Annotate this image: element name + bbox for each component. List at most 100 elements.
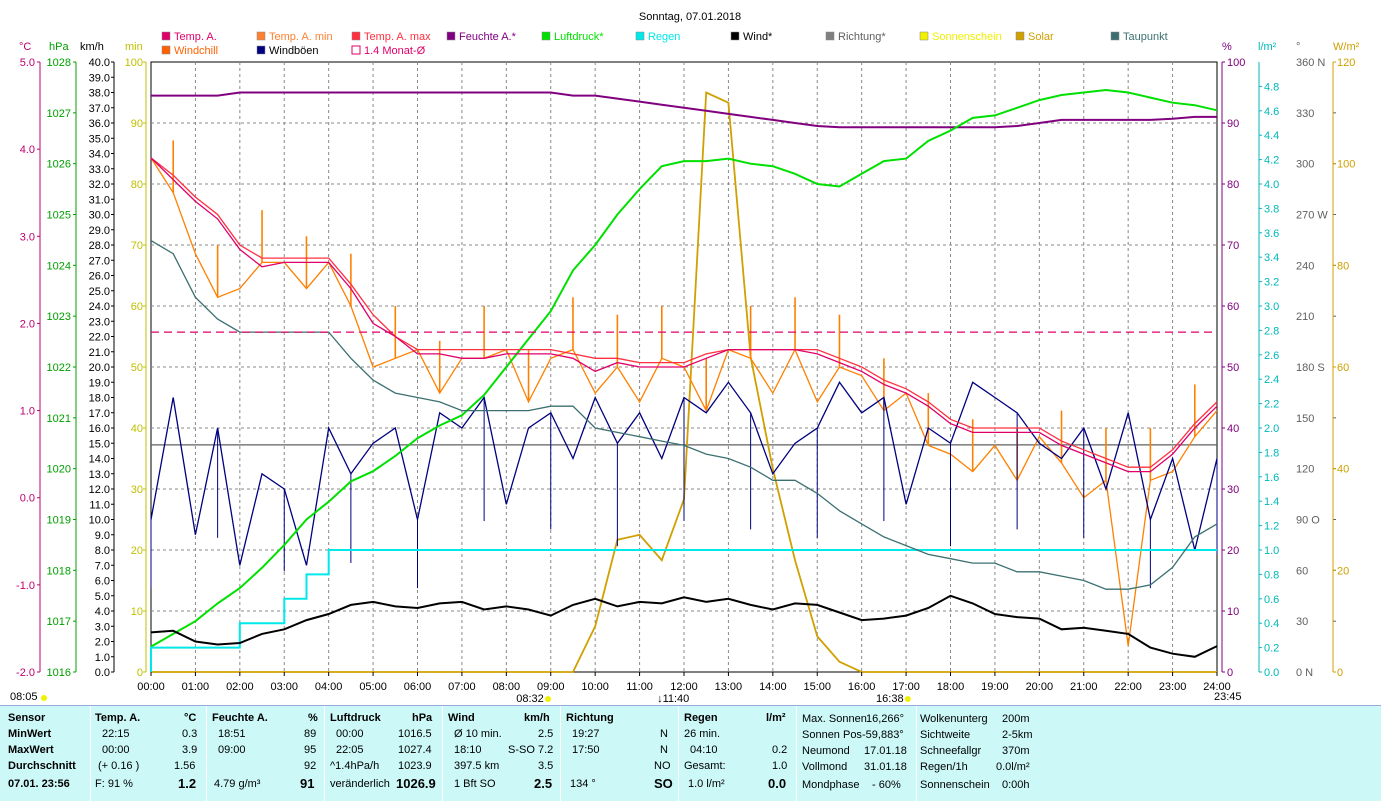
rain-axis-tick-label: 4.4 (1264, 130, 1279, 142)
wind-axis-tick-label: 22.0 (89, 332, 110, 344)
wind-axis-tick-label: 28.0 (89, 240, 110, 252)
rain-section: Regen l/m² 26 min. 04:10 0.2 Gesamt: 1.0… (678, 706, 797, 801)
temp-max-time: 00:00 (102, 744, 130, 756)
left-time: 08:05 (10, 691, 38, 703)
x-tick-label: 01:00 (182, 681, 210, 693)
sun-moon-section: Max. Sonnen 16,266° Sonnen Pos -59,883° … (796, 706, 917, 801)
minutes-axis-tick-label: 50 (131, 362, 143, 374)
sun-pos-value: -59,883° (862, 729, 904, 741)
solar-axis-tick-label: 40 (1337, 464, 1349, 476)
minutes-axis-tick-label: 90 (131, 118, 143, 130)
humidity-absolute: 4.79 g/m³ (214, 778, 261, 790)
wind-axis-tick-label: 23.0 (89, 316, 110, 328)
legend-label: Temp. A. min (269, 31, 333, 43)
minutes-axis-tick-label: 10 (131, 606, 143, 618)
x-tick-label: 15:00 (803, 681, 831, 693)
rain-hour-value: 0.0l/m² (996, 761, 1030, 773)
humidity-axis-tick-label: 10 (1227, 606, 1239, 618)
rain-axis-tick-label: 2.4 (1264, 374, 1279, 386)
wind-axis-tick-label: 25.0 (89, 286, 110, 298)
stats-panel: Sensor MinWert MaxWert Durchschnitt 07.0… (0, 705, 1381, 801)
wind-axis-tick-label: 13.0 (89, 469, 110, 481)
legend-swatch (1110, 31, 1120, 41)
x-tick-label: 20:00 (1026, 681, 1054, 693)
pressure-min-time: 00:00 (336, 728, 364, 740)
humidity-unit: % (308, 712, 318, 724)
x-tick-label: 24:00 (1203, 681, 1231, 693)
temp-axis-tick-label: 2.0 (20, 318, 35, 330)
row-label-current: 07.01. 23:56 (8, 778, 70, 790)
wind-axis-tick-label: 8.0 (95, 545, 110, 557)
direction-min-value: N (660, 728, 668, 740)
solar-axis-tick-label: 120 (1337, 57, 1355, 69)
visibility-label: Sichtweite (920, 729, 971, 741)
x-tick-label: 09:00 (537, 681, 565, 693)
temp-avg-value: 1.56 (174, 760, 196, 772)
direction-axis-tick-label: 300 (1296, 159, 1314, 171)
wind-axis-tick-label: 39.0 (89, 72, 110, 84)
sunset-time: 16:38 (876, 693, 904, 705)
legend-swatch (161, 45, 171, 55)
wind-axis-tick-label: 7.0 (95, 560, 110, 572)
direction-degrees: 134 ° (570, 778, 596, 790)
wind-axis-tick-label: 21.0 (89, 347, 110, 359)
wind-axis-tick-label: 0.0 (95, 667, 110, 679)
rain-axis-tick-label: 0.2 (1264, 643, 1279, 655)
legend: Temp. A. Temp. A. min Temp. A. max Feuchte … (161, 31, 1168, 57)
pressure-max-time: 22:05 (336, 744, 364, 756)
pressure-tendency: veränderlich (330, 778, 390, 790)
sunrise-marker (545, 696, 552, 702)
pressure-avg-value: 1023.9 (398, 760, 432, 772)
new-moon-value: 17.01.18 (864, 745, 907, 757)
wind-axis-tick-label: 17.0 (89, 408, 110, 420)
unit-humidity: % (1222, 41, 1232, 53)
legend-swatch (635, 31, 645, 41)
humidity-axis-tick-label: 40 (1227, 423, 1239, 435)
pressure-axis-tick-label: 1018 (47, 565, 71, 577)
direction-axis-tick-label: 150 (1296, 413, 1314, 425)
moon-phase-label: Mondphase (802, 779, 860, 791)
legend-label: Temp. A. max (364, 31, 431, 43)
minutes-axis-tick-label: 80 (131, 179, 143, 191)
rain-axis-tick-label: 2.2 (1264, 399, 1279, 411)
x-tick-label: 05:00 (359, 681, 387, 693)
legend-swatch (446, 31, 456, 41)
legend-swatch (541, 31, 551, 41)
unit-pressure: hPa (49, 41, 69, 53)
wind-axis-tick-label: 2.0 (95, 637, 110, 649)
humidity-max-value: 95 (304, 744, 317, 756)
visibility-value: 2-5km (1002, 729, 1033, 741)
x-tick-label: 22:00 (1114, 681, 1142, 693)
legend-swatch (351, 45, 361, 55)
wind-max-dir: S-SO (508, 744, 535, 756)
x-tick-label: 14:00 (759, 681, 787, 693)
direction-max-time: 17:50 (572, 744, 600, 756)
weather-chart: Sonntag, 07.01.2018 Temp. A. Temp. A. min… (10, 11, 1360, 705)
solar-axis-tick-label: 100 (1337, 159, 1355, 171)
wind-section: Wind km/h Ø 10 min. 2.5 18:10 S-SO 7.2 3… (442, 706, 561, 801)
snowline-label: Schneefallgr (920, 745, 982, 757)
x-tick-label: 02:00 (226, 681, 254, 693)
legend-label: Wind* (743, 31, 773, 43)
wind-axis-tick-label: 15.0 (89, 438, 110, 450)
pressure-axis-tick-label: 1023 (47, 311, 71, 323)
wind-unit: km/h (524, 712, 550, 724)
full-moon-value: 31.01.18 (864, 761, 907, 773)
direction-axis-tick-label: 90 O (1296, 515, 1320, 527)
rain-axis-tick-label: 2.6 (1264, 350, 1279, 362)
pressure-axis-tick-label: 1025 (47, 210, 71, 222)
rain-axis-tick-label: 4.6 (1264, 106, 1279, 118)
wind-axis-tick-label: 3.0 (95, 621, 110, 633)
rain-hour-label: Regen/1h (920, 761, 968, 773)
wind-axis-tick-label: 5.0 (95, 591, 110, 603)
rain-max-time: 04:10 (690, 744, 718, 756)
pressure-min-value: 1016.5 (398, 728, 432, 740)
wind-axis-tick-label: 18.0 (89, 393, 110, 405)
legend-label: Windböen (269, 45, 319, 57)
rain-axis-tick-label: 2.0 (1264, 423, 1279, 435)
wind-axis-tick-label: 1.0 (95, 652, 110, 664)
rain-axis-tick-label: 1.2 (1264, 521, 1279, 533)
temp-axis-tick-label: 0.0 (20, 493, 35, 505)
x-tick-label: 16:00 (848, 681, 876, 693)
minutes-axis-tick-label: 0 (137, 667, 143, 679)
